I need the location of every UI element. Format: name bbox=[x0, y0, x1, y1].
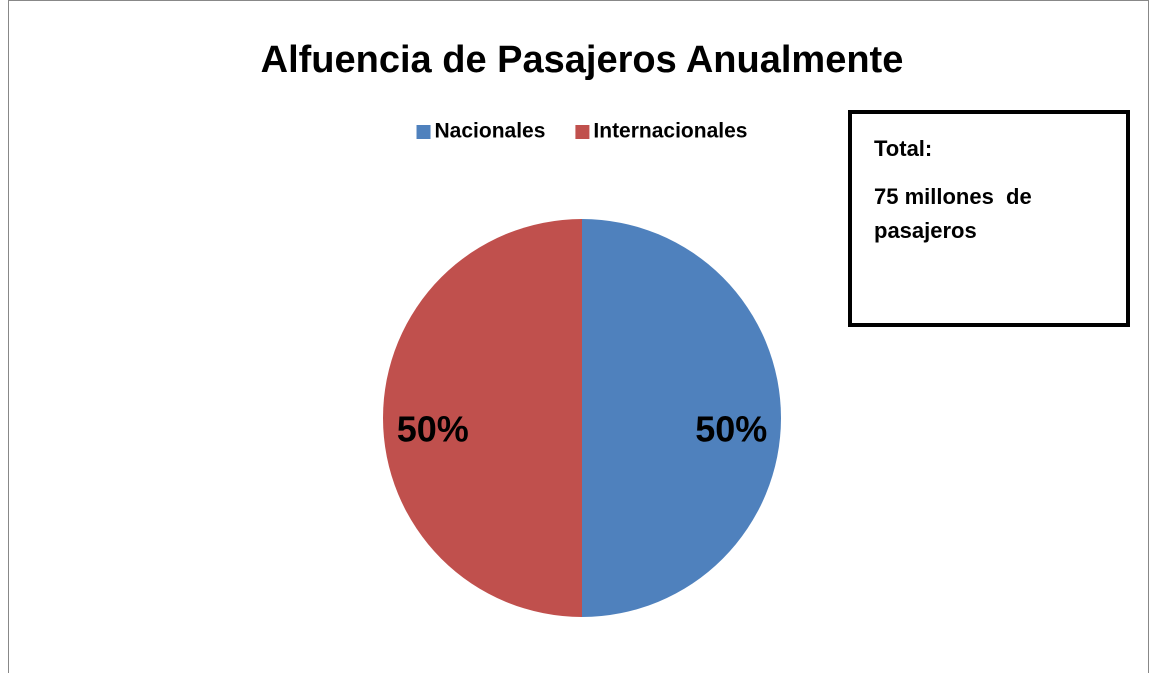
legend-label: Internacionales bbox=[593, 120, 747, 143]
data-label: 50% bbox=[695, 409, 767, 450]
annotation-box: Total: 75 millones de pasajeros bbox=[848, 110, 1130, 327]
annotation-text: 75 millones de pasajeros bbox=[874, 184, 1038, 243]
annotation-text: Total: bbox=[874, 136, 933, 161]
chart-title: Alfuencia de Pasajeros Anualmente bbox=[261, 39, 904, 81]
legend-label: Nacionales bbox=[435, 120, 546, 143]
pie-slice bbox=[582, 219, 781, 617]
data-label: 50% bbox=[397, 409, 469, 450]
legend-swatch bbox=[575, 125, 590, 139]
legend-swatch bbox=[416, 125, 431, 139]
pie-slice bbox=[383, 219, 582, 617]
